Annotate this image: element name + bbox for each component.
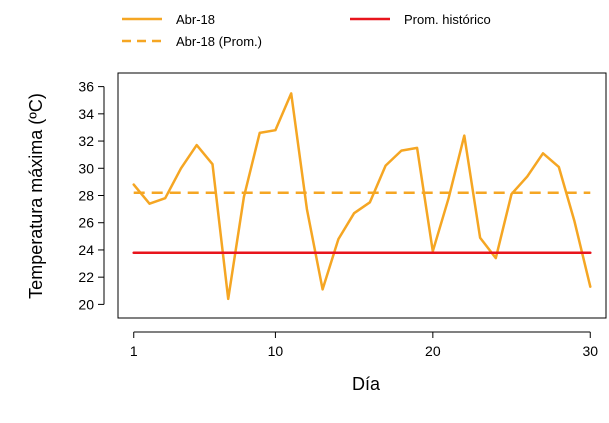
y-tick-label: 22 (78, 269, 94, 285)
y-tick-label: 32 (78, 133, 94, 149)
legend: Abr-18 Abr-18 (Prom.) Prom. histórico (122, 12, 491, 49)
y-axis-title: Temperatura máxima (ºC) (26, 93, 46, 299)
series-group (132, 92, 592, 301)
y-tick-label: 30 (78, 160, 94, 176)
axes: 1 10 20 30 20 22 24 26 28 30 32 34 36 (78, 79, 598, 359)
plot-frame (117, 72, 607, 319)
y-tick-label: 28 (78, 188, 94, 204)
y-tick-label: 36 (78, 79, 94, 95)
x-tick-label: 20 (425, 343, 441, 359)
series-line-0 (132, 92, 592, 301)
y-tick-label: 20 (78, 296, 94, 312)
x-tick-label: 10 (268, 343, 284, 359)
x-axis-title: Día (352, 374, 381, 394)
x-tick-label: 30 (582, 343, 598, 359)
legend-label-abr18: Abr-18 (176, 12, 215, 27)
y-tick-label: 24 (78, 242, 94, 258)
legend-label-prom-historico: Prom. histórico (404, 12, 491, 27)
legend-label-abr18-prom: Abr-18 (Prom.) (176, 34, 262, 49)
y-tick-label: 34 (78, 106, 94, 122)
y-tick-label: 26 (78, 215, 94, 231)
x-tick-label: 1 (130, 343, 138, 359)
